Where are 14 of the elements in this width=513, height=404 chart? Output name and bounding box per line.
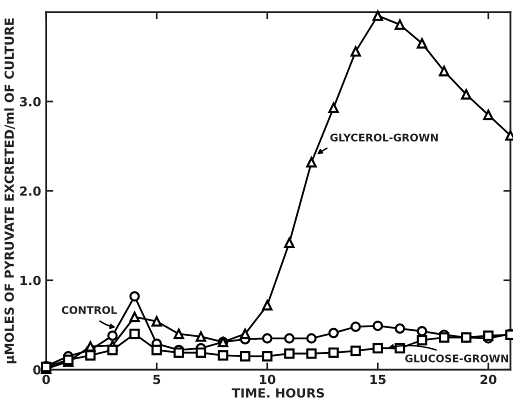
x-tick-label: 10 — [260, 374, 276, 384]
x-axis-title: TIME. HOURS — [232, 388, 324, 398]
x-tick-label: 0 — [42, 374, 50, 384]
y-tick-label: 1.0 — [20, 276, 41, 286]
x-tick-label: 20 — [480, 374, 496, 384]
x-tick-label: 15 — [370, 374, 386, 384]
y-tick-label: 0 — [33, 365, 41, 375]
y-tick-label: 2.0 — [20, 186, 41, 196]
annotation: CONTROL — [62, 306, 117, 314]
y-tick-label: 3.0 — [20, 96, 41, 106]
annotation: GLUCOSE-GROWN — [405, 354, 508, 362]
annotation: GLYCEROL-GROWN — [330, 134, 438, 142]
x-tick-label: 5 — [153, 374, 160, 384]
y-axis-title: μMOLES OF PYRUVATE EXCRETED/ml OF CULTURE — [4, 18, 16, 364]
